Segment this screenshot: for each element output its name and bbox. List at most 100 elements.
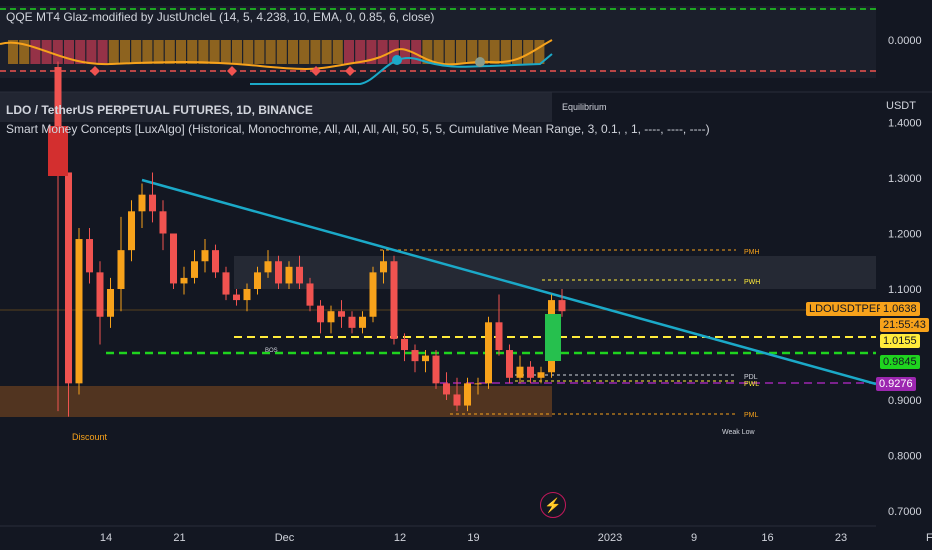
indicator-bar [187, 40, 198, 64]
yellow-level-tag: 1.0155 [880, 334, 920, 348]
candle-body [54, 67, 62, 173]
equilibrium-zone [0, 92, 552, 122]
pdl-label: PDL [744, 374, 758, 381]
candle-body [485, 322, 492, 384]
discount-label: Discount [72, 432, 108, 442]
indicator-bar [534, 40, 545, 64]
indicator-dot [475, 57, 485, 67]
candle-body [464, 383, 471, 406]
indicator-bar [444, 40, 455, 64]
pmh-label: PMH [744, 249, 760, 256]
candle-body [527, 366, 534, 378]
indicator-bar [176, 40, 186, 64]
candle-body [243, 289, 251, 301]
candle-body [128, 211, 135, 251]
candle-body [495, 322, 503, 351]
candle-body [317, 305, 324, 323]
purple-level-tag: 0.9276 [876, 377, 916, 391]
candle-body [264, 261, 272, 273]
indicator-bar [456, 40, 466, 64]
candle-body [411, 350, 419, 362]
candle-body [180, 277, 188, 284]
indicator-bar [512, 40, 522, 64]
indicator-dot [392, 55, 402, 65]
candle-body [170, 233, 177, 284]
indicator-bar [288, 40, 298, 64]
symbol-title[interactable]: LDO / TetherUS PERPETUAL FUTURES, 1D, BI… [6, 103, 313, 117]
indicator-bar [355, 40, 366, 64]
candle-body [138, 194, 146, 212]
currency-label: USDT [886, 100, 916, 112]
indicator-bar [220, 40, 231, 64]
indicator-bar [388, 40, 399, 64]
candle-body [254, 272, 261, 289]
symbol-tag: LDOUSDTPERP [806, 302, 895, 316]
y-tick-label: 1.4000 [888, 118, 922, 130]
indicator-bar [52, 40, 63, 64]
candle-body [537, 372, 545, 378]
candle-body [443, 383, 450, 395]
indicator-bar [332, 40, 343, 64]
lightning-icon[interactable]: ⚡ [540, 492, 566, 518]
candle-body [212, 250, 219, 273]
highlight-red-block [48, 126, 68, 176]
indicator-title: QQE MT4 Glaz-modified by JustUncleL (14,… [6, 10, 435, 24]
last-price-tag: 1.0638 [880, 302, 920, 316]
candle-body [369, 272, 377, 317]
indicator-bar [108, 40, 119, 64]
candle-body [348, 316, 356, 328]
indicator-bar [97, 40, 108, 64]
candle-body [65, 172, 72, 384]
x-tick-label: 12 [394, 532, 406, 544]
x-tick-label: 16 [761, 532, 773, 544]
trendline [141, 178, 877, 386]
candle-body [558, 300, 566, 312]
candle-body [201, 250, 209, 262]
indicator-bar [500, 40, 511, 64]
candle-body [359, 316, 366, 328]
indicator-bar [433, 40, 444, 64]
highlight-green-block [545, 314, 561, 361]
x-tick-label: 9 [691, 532, 697, 544]
pml-label: PML [744, 412, 759, 419]
candle-body [149, 194, 156, 212]
y-tick-label: 1.3000 [888, 173, 922, 185]
indicator-bar [131, 40, 142, 64]
equilibrium-label: Equilibrium [562, 102, 607, 112]
candle-body [422, 355, 429, 362]
candle-body [474, 383, 482, 385]
y-tick-label: 0.8000 [888, 451, 922, 463]
weak-low-label: Weak Low [722, 429, 755, 436]
indicator-bar [478, 40, 489, 64]
candle-body [516, 366, 524, 378]
candle-body [432, 355, 440, 384]
indicator-bar [366, 40, 377, 64]
x-tick-label: 21 [173, 532, 185, 544]
indicator-diamond [311, 66, 321, 76]
indicator-bar [265, 40, 276, 64]
indicator-bar [8, 40, 18, 64]
bos-label: BOS [265, 348, 278, 354]
y-tick-label: 0.9000 [888, 395, 922, 407]
candle-body [285, 266, 293, 284]
candle-body [453, 394, 461, 406]
pwh-label: PWH [744, 279, 760, 286]
x-tick-label: 2023 [598, 532, 622, 544]
candle-body [86, 239, 93, 273]
candle-body [222, 272, 230, 295]
indicator-bar [276, 40, 287, 64]
indicator-diamond [90, 66, 100, 76]
candle-body [233, 294, 240, 301]
candle-body [107, 289, 114, 317]
candle-body [275, 261, 282, 284]
smc-indicator-title[interactable]: Smart Money Concepts [LuxAlgo] (Historic… [6, 122, 710, 136]
indicator-bar [120, 40, 130, 64]
x-tick-label: 19 [467, 532, 479, 544]
y-tick-label: 0.7000 [888, 506, 922, 518]
indicator-bar [254, 40, 265, 64]
indicator-bar [321, 40, 332, 64]
candle-body [96, 272, 104, 317]
indicator-zero-label: 0.0000 [888, 35, 922, 47]
candle-body [306, 283, 314, 306]
indicator-bar [30, 40, 41, 64]
